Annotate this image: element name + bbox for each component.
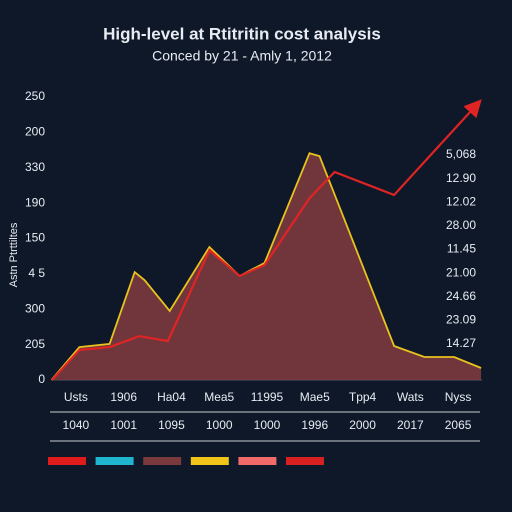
x-tick-label: Tpp4 [349, 390, 377, 404]
x-tick-label: 1996 [301, 418, 328, 432]
line [51, 99, 482, 381]
y-tick-label: 300 [25, 301, 45, 315]
y-tick-label: 250 [25, 89, 45, 103]
x-tick-label: 2065 [445, 418, 472, 432]
legend-swatch [238, 457, 277, 465]
y-tick-label: 150 [25, 231, 45, 245]
legend-swatch [286, 457, 324, 465]
chart-subtitle: Conced by 21 - Amly 1, 2012 [152, 48, 332, 64]
x-tick-label: Ha04 [157, 390, 186, 404]
x-tick-label: 1001 [110, 418, 137, 432]
legend-swatch [190, 457, 229, 465]
x-tick-label: 2017 [397, 418, 424, 432]
x-tick-label: 1906 [110, 390, 137, 404]
x-tick-label: 1040 [63, 418, 90, 432]
y-tick-label: 190 [25, 195, 45, 209]
x-tick-label: Mae5 [300, 390, 330, 404]
right-label: 28.00 [446, 218, 476, 232]
y-axis-label: Astn Ptrttiltes [8, 222, 20, 287]
x-tick-label: Nyss [445, 390, 472, 404]
y-tick-label: 0 [38, 372, 45, 386]
y-tick-label: 4 5 [28, 266, 45, 280]
legend-swatch [48, 457, 86, 465]
right-label: 14.27 [446, 336, 476, 350]
x-tick-label: Mea5 [204, 390, 234, 404]
x-tick-label: 11995 [251, 390, 284, 404]
y-tick-label: 205 [25, 337, 45, 351]
right-label: 5,068 [446, 147, 476, 161]
right-label: 23.09 [446, 313, 476, 327]
x-tick-label: 1000 [206, 418, 233, 432]
right-label: 12.90 [446, 171, 476, 185]
y-tick-label: 330 [25, 160, 45, 174]
x-tick-label: 2000 [349, 418, 376, 432]
right-label: 11.45 [447, 242, 476, 256]
right-label: 12.02 [446, 194, 476, 208]
x-tick-label: 1095 [158, 418, 185, 432]
right-label: 21.00 [446, 265, 476, 279]
right-label: 24.66 [446, 289, 476, 303]
legend-swatch [95, 457, 134, 465]
area [51, 153, 482, 380]
y-tick-label: 200 [25, 125, 45, 139]
chart-title: High-level at Rtitritin cost analysis [103, 24, 381, 43]
x-tick-label: Usts [64, 390, 88, 404]
x-tick-label: 1000 [254, 418, 281, 432]
legend-swatch [143, 457, 182, 465]
x-tick-label: Wats [397, 390, 424, 404]
